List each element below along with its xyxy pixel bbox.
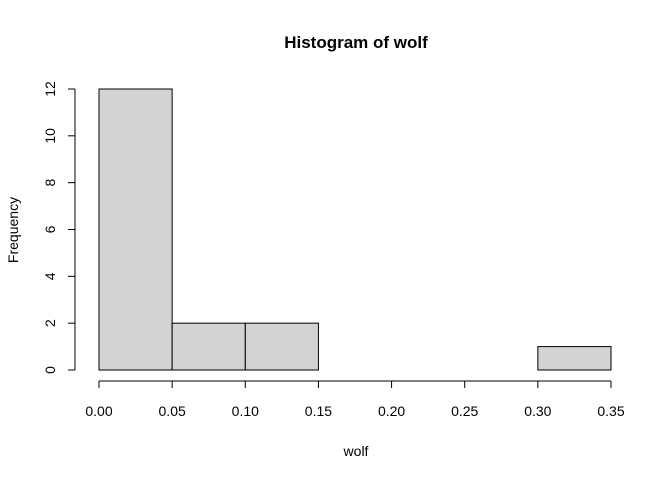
x-tick-label: 0.30 xyxy=(524,403,551,419)
x-tick-label: 0.10 xyxy=(232,403,259,419)
bars-group xyxy=(98,88,612,371)
x-tick-label: 0.15 xyxy=(305,403,332,419)
x-tick-label: 0.35 xyxy=(597,403,624,419)
y-tick-label: 6 xyxy=(42,225,58,233)
x-axis: 0.00 0.05 0.10 0.15 0.20 0.25 0.30 0.35 xyxy=(85,380,625,419)
y-axis: 0 2 4 6 8 10 12 xyxy=(42,81,76,374)
y-tick-label: 12 xyxy=(42,81,58,97)
histogram-bar xyxy=(171,322,246,371)
x-tick-label: 0.25 xyxy=(451,403,478,419)
y-tick-label: 0 xyxy=(42,366,58,374)
x-tick-label: 0.20 xyxy=(378,403,405,419)
y-tick-label: 4 xyxy=(42,272,58,280)
y-tick-label: 2 xyxy=(42,319,58,327)
histogram-bar xyxy=(98,88,173,371)
x-tick-label: 0.05 xyxy=(159,403,186,419)
y-axis-label: Frequency xyxy=(5,197,21,263)
x-tick-label: 0.00 xyxy=(85,403,112,419)
histogram-bar xyxy=(244,322,319,371)
y-tick-label: 8 xyxy=(42,179,58,187)
x-axis-label: wolf xyxy=(343,443,369,459)
y-tick-label: 10 xyxy=(42,128,58,144)
chart-title: Histogram of wolf xyxy=(284,33,428,52)
histogram-bar xyxy=(537,346,612,371)
